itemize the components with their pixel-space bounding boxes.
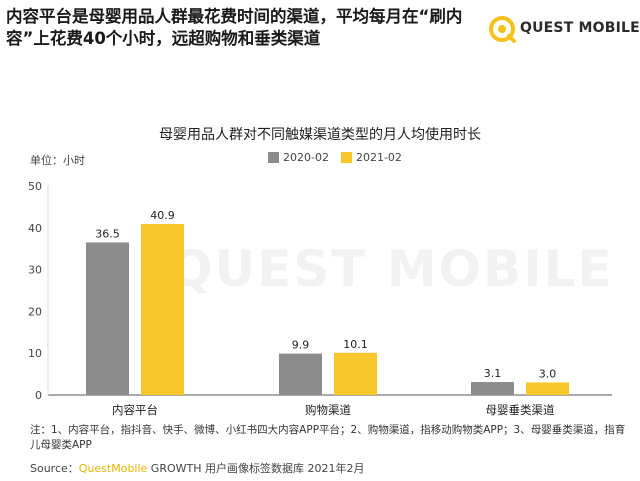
chart-title: 母婴用品人群对不同触媒渠道类型的月人均使用时长 xyxy=(159,127,481,143)
y-tick-label: 20 xyxy=(28,305,42,318)
data-label: 3.0 xyxy=(539,367,557,380)
y-tick-label: 40 xyxy=(28,222,42,235)
chart-legend: 2020-02 2021-02 xyxy=(268,151,414,164)
page-headline: 内容平台是母婴用品人群最花费时间的渠道，平均每月在“刷内容”上花费40个小时，远… xyxy=(6,7,463,48)
source-brand: QuestMobile xyxy=(78,462,148,475)
y-tick-label: 30 xyxy=(28,264,42,277)
x-category-label: 母婴垂类渠道 xyxy=(486,403,555,417)
bar-2020-02-母婴垂类渠道 xyxy=(471,382,514,395)
data-label: 9.9 xyxy=(292,339,310,352)
legend-item-2020: 2020-02 xyxy=(268,151,329,164)
data-label: 10.1 xyxy=(343,338,368,351)
bar-2021-02-母婴垂类渠道 xyxy=(526,382,569,395)
bar-2021-02-购物渠道 xyxy=(334,352,377,395)
source-line: Source：QuestMobile GROWTH 用户画像标签数据库 2021… xyxy=(30,460,365,476)
bar-2020-02-内容平台 xyxy=(86,242,129,395)
data-label: 36.5 xyxy=(95,227,120,240)
quest-mobile-logo-icon xyxy=(489,16,516,43)
y-tick-label: 0 xyxy=(35,389,42,402)
legend-swatch-2020 xyxy=(268,152,279,163)
logo: QUEST MOBILE xyxy=(487,10,640,50)
x-category-label: 购物渠道 xyxy=(305,403,351,417)
bar-2021-02-内容平台 xyxy=(141,224,184,395)
source-detail: GROWTH 用户画像标签数据库 2021年2月 xyxy=(147,462,365,475)
data-label: 3.1 xyxy=(484,367,502,380)
legend-label-2021: 2021-02 xyxy=(355,151,402,164)
logo-text: QUEST MOBILE xyxy=(520,20,640,36)
y-tick-label: 50 xyxy=(28,180,42,193)
legend-swatch-2021 xyxy=(340,152,352,163)
data-label: 40.9 xyxy=(150,209,175,222)
unit-label: 单位：小时 xyxy=(30,154,85,167)
bar-2020-02-购物渠道 xyxy=(279,353,322,395)
y-tick-label: 10 xyxy=(28,347,42,360)
x-category-label: 内容平台 xyxy=(112,403,158,417)
legend-item-2021: 2021-02 xyxy=(340,151,402,164)
legend-label-2020: 2020-02 xyxy=(283,151,329,164)
source-label: Source： xyxy=(30,462,79,475)
footnote: 注：1、内容平台，指抖音、快手、微博、小红书四大内容APP平台；2、购物渠道，指… xyxy=(30,424,626,451)
